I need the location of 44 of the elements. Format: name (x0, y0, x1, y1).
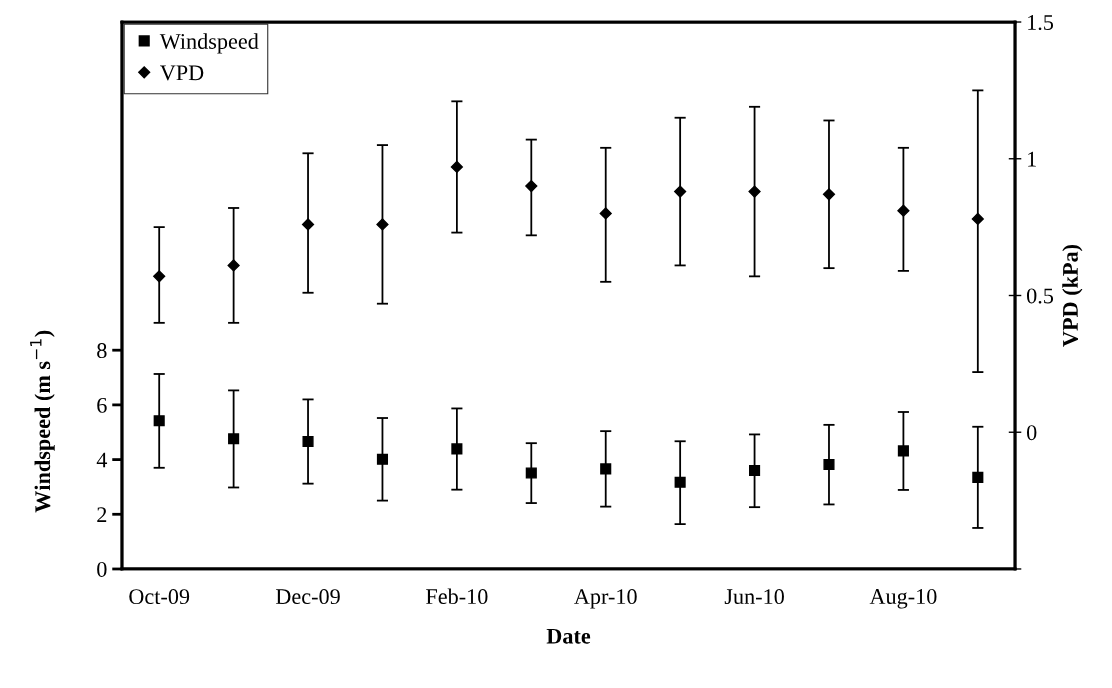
point (674, 476, 686, 488)
point (525, 180, 538, 193)
point (972, 471, 984, 483)
point (674, 185, 687, 198)
point (376, 453, 389, 465)
y-tick-label: 2 (97, 507, 107, 522)
legend-label: VPD (160, 65, 204, 81)
point (302, 435, 314, 448)
point (971, 212, 984, 226)
x-tick-label: Aug-10 (869, 589, 937, 609)
x-tick-label: Feb-10 (426, 588, 488, 605)
y2-tick-label: 0 (1026, 425, 1037, 441)
y2-tick-label: 0.5 (1026, 288, 1054, 304)
point (450, 160, 463, 174)
point (897, 204, 910, 217)
point (749, 464, 761, 477)
y-tick-label: 6 (97, 397, 107, 413)
point (153, 270, 166, 283)
x-axis-title: Date (546, 628, 591, 644)
y2-tick-label: 1.5 (1028, 15, 1054, 31)
y-tick-label: 4 (96, 452, 108, 468)
point (376, 218, 389, 231)
point (227, 259, 240, 272)
y-tick-label: 0 (97, 561, 107, 577)
x-tick-label: Dec-09 (275, 589, 340, 605)
y-axis-title: Windspeed (m s$^{−1}$) (30, 330, 55, 513)
legend-label: Windspeed (159, 33, 259, 54)
y2-axis-title: VPD (kPa) (1062, 244, 1083, 347)
y2-tick-label: 1 (1028, 151, 1036, 167)
point (897, 445, 909, 457)
point (822, 188, 836, 201)
x-tick-label: Jun-10 (724, 589, 784, 605)
point (153, 415, 165, 427)
x-tick-label: Apr-10 (574, 589, 637, 609)
point (823, 458, 835, 471)
point (748, 185, 761, 198)
x-tick-label: Oct-09 (129, 589, 190, 605)
point (301, 218, 315, 231)
point (525, 467, 537, 479)
point (600, 463, 612, 475)
y-tick-label: 8 (97, 343, 107, 359)
point (599, 207, 612, 220)
point (451, 443, 463, 455)
point (228, 433, 240, 445)
